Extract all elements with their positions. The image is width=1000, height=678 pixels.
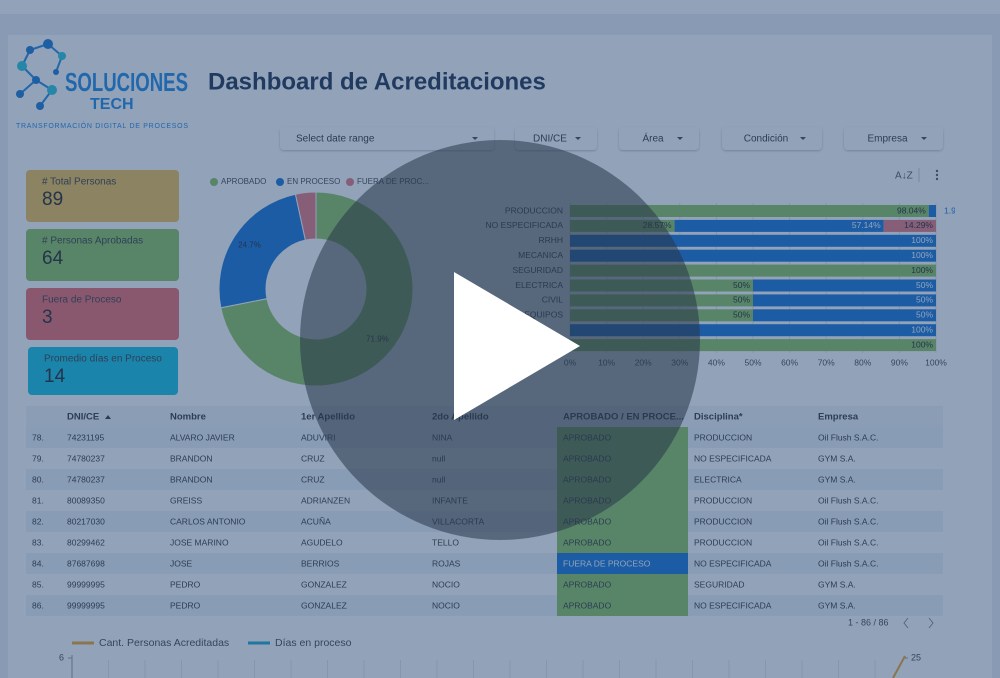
play-icon bbox=[454, 272, 580, 420]
